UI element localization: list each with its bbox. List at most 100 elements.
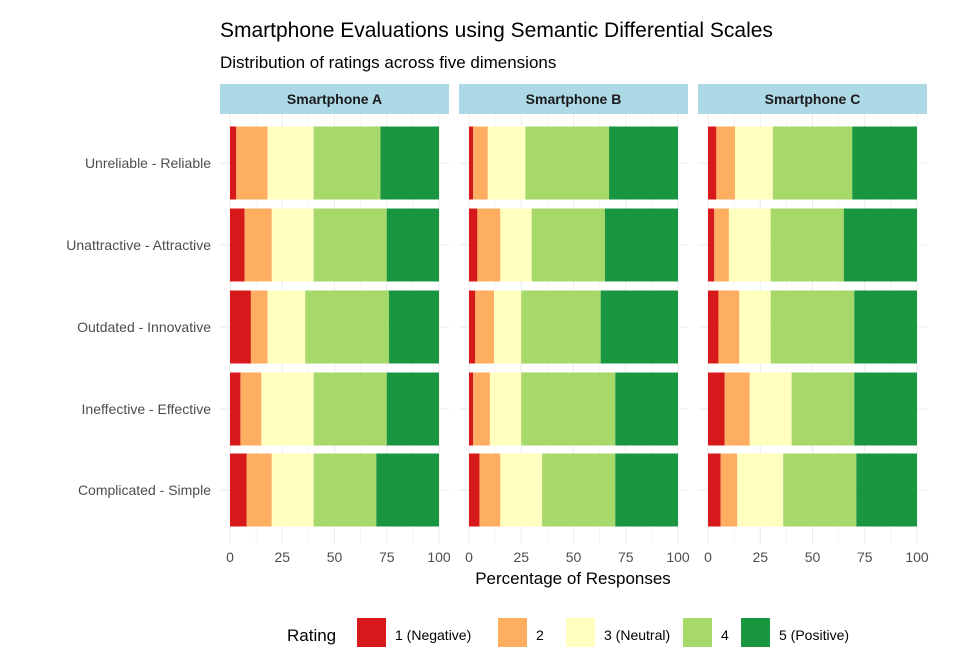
bar-segment-smartphone-b-row3-rating4 (521, 290, 601, 364)
facet-strip-label: Smartphone A (287, 91, 382, 107)
bar-segment-smartphone-a-row5-rating2 (246, 453, 272, 527)
bar-segment-smartphone-a-row2-rating5 (386, 208, 439, 282)
legend-key-1 (357, 618, 386, 647)
bar-segment-smartphone-c-row5-rating1 (708, 453, 721, 527)
bar-segment-smartphone-b-row5-rating3 (500, 453, 543, 527)
bar-segment-smartphone-a-row2-rating4 (313, 208, 387, 282)
bar-segment-smartphone-c-row4-rating1 (708, 372, 725, 446)
y-tick-label: Unattractive - Attractive (66, 237, 211, 253)
y-tick-label: Outdated - Innovative (77, 319, 211, 335)
facet-smartphone-a: Smartphone A 0 25 50 75 100 (220, 84, 451, 565)
bar-segment-smartphone-c-row3-rating1 (708, 290, 719, 364)
bar-segment-smartphone-c-row4-rating2 (724, 372, 750, 446)
bar-segment-smartphone-c-row5-rating2 (720, 453, 738, 527)
bar-segment-smartphone-a-row5-rating1 (230, 453, 247, 527)
bar-segment-smartphone-a-row3-rating3 (267, 290, 306, 364)
facet-strip-label: Smartphone B (526, 91, 622, 107)
facet-panels: Smartphone A 0 25 50 75 100 Smartphone B 0 25 50 7… (220, 84, 929, 565)
bar-segment-smartphone-c-row1-rating2 (716, 126, 736, 200)
facet-smartphone-b: Smartphone B 0 25 50 75 100 (459, 84, 690, 565)
x-tick-label: 0 (226, 549, 234, 565)
bar-segment-smartphone-b-row1-rating2 (473, 126, 488, 200)
bar-segment-smartphone-c-row5-rating5 (856, 453, 917, 527)
bar-segment-smartphone-a-row4-rating1 (230, 372, 241, 446)
bar-segment-smartphone-b-row5-rating2 (479, 453, 501, 527)
bar-segment-smartphone-b-row4-rating1 (469, 372, 474, 446)
bar-segment-smartphone-a-row4-rating5 (386, 372, 439, 446)
bar-segment-smartphone-a-row1-rating4 (313, 126, 381, 200)
bar-segment-smartphone-b-row4-rating3 (489, 372, 522, 446)
bar-segment-smartphone-c-row1-rating1 (708, 126, 717, 200)
bar-segment-smartphone-c-row1-rating4 (772, 126, 853, 200)
legend-label-4: 4 (721, 627, 729, 643)
bar-segment-smartphone-c-row1-rating5 (852, 126, 917, 200)
legend-key-5 (741, 618, 770, 647)
chart-subtitle: Distribution of ratings across five dime… (220, 53, 556, 72)
bar-segment-smartphone-b-row1-rating4 (525, 126, 610, 200)
legend-label-1: 1 (Negative) (395, 627, 471, 643)
legend-label-3: 3 (Neutral) (604, 627, 670, 643)
bar-segment-smartphone-b-row1-rating3 (487, 126, 526, 200)
x-tick-label: 100 (905, 549, 929, 565)
bar-segment-smartphone-a-row3-rating1 (230, 290, 251, 364)
x-tick-label: 50 (327, 549, 343, 565)
bar-segment-smartphone-c-row5-rating4 (783, 453, 857, 527)
y-tick-label: Ineffective - Effective (82, 401, 212, 417)
bar-segment-smartphone-c-row2-rating3 (728, 208, 771, 282)
legend-label-2: 2 (536, 627, 544, 643)
bar-segment-smartphone-a-row1-rating2 (236, 126, 268, 200)
facet-strip (459, 84, 688, 114)
bar-segment-smartphone-c-row1-rating3 (735, 126, 773, 200)
bar-segment-smartphone-b-row4-rating5 (615, 372, 678, 446)
bar-segment-smartphone-c-row2-rating2 (714, 208, 729, 282)
x-tick-label: 75 (379, 549, 395, 565)
facet-strip-label: Smartphone C (765, 91, 861, 107)
legend: Rating 1 (Negative) 2 3 (Neutral) 4 5 (Positi… (287, 618, 849, 647)
bar-segment-smartphone-c-row2-rating4 (770, 208, 844, 282)
bar-segment-smartphone-b-row2-rating1 (469, 208, 478, 282)
bar-segment-smartphone-a-row3-rating2 (250, 290, 268, 364)
chart-title: Smartphone Evaluations using Semantic Di… (220, 19, 773, 42)
facet-strip (698, 84, 927, 114)
bar-segment-smartphone-c-row2-rating1 (708, 208, 715, 282)
legend-key-4 (683, 618, 712, 647)
x-tick-label: 25 (752, 549, 768, 565)
x-tick-label: 25 (274, 549, 290, 565)
y-axis: Unreliable - Reliable Unattractive - Attr… (66, 155, 211, 498)
bar-segment-smartphone-a-row2-rating1 (230, 208, 245, 282)
x-tick-label: 0 (465, 549, 473, 565)
bar-segment-smartphone-c-row5-rating3 (737, 453, 784, 527)
x-tick-label: 0 (704, 549, 712, 565)
bar-segment-smartphone-b-row5-rating4 (542, 453, 616, 527)
bar-segment-smartphone-b-row5-rating1 (469, 453, 480, 527)
x-tick-label: 50 (805, 549, 821, 565)
bar-segment-smartphone-b-row4-rating2 (473, 372, 490, 446)
bar-segment-smartphone-a-row2-rating3 (271, 208, 314, 282)
bar-segment-smartphone-b-row4-rating4 (521, 372, 616, 446)
bar-segment-smartphone-a-row4-rating2 (240, 372, 262, 446)
bar-segment-smartphone-a-row2-rating2 (244, 208, 272, 282)
bar-segment-smartphone-a-row5-rating5 (376, 453, 439, 527)
bar-segment-smartphone-a-row1-rating3 (267, 126, 314, 200)
bar-segment-smartphone-c-row2-rating5 (843, 208, 917, 282)
x-tick-label: 75 (857, 549, 873, 565)
y-tick-label: Complicated - Simple (78, 482, 211, 498)
bar-segment-smartphone-b-row1-rating5 (609, 126, 678, 200)
bar-segment-smartphone-a-row5-rating3 (271, 453, 314, 527)
legend-label-5: 5 (Positive) (779, 627, 849, 643)
bar-segment-smartphone-c-row3-rating3 (739, 290, 771, 364)
bar-segment-smartphone-c-row4-rating4 (791, 372, 855, 446)
bar-segment-smartphone-a-row4-rating3 (261, 372, 314, 446)
bar-segment-smartphone-c-row3-rating4 (770, 290, 855, 364)
bar-segment-smartphone-a-row3-rating5 (388, 290, 439, 364)
bar-segment-smartphone-c-row4-rating5 (854, 372, 917, 446)
bar-segment-smartphone-a-row4-rating4 (313, 372, 387, 446)
bar-segment-smartphone-c-row3-rating5 (854, 290, 917, 364)
x-axis-label: Percentage of Responses (475, 569, 671, 588)
bar-segment-smartphone-b-row2-rating4 (531, 208, 605, 282)
x-tick-label: 50 (566, 549, 582, 565)
bar-segment-smartphone-b-row2-rating2 (477, 208, 501, 282)
bar-segment-smartphone-a-row1-rating1 (230, 126, 237, 200)
legend-key-3 (566, 618, 595, 647)
